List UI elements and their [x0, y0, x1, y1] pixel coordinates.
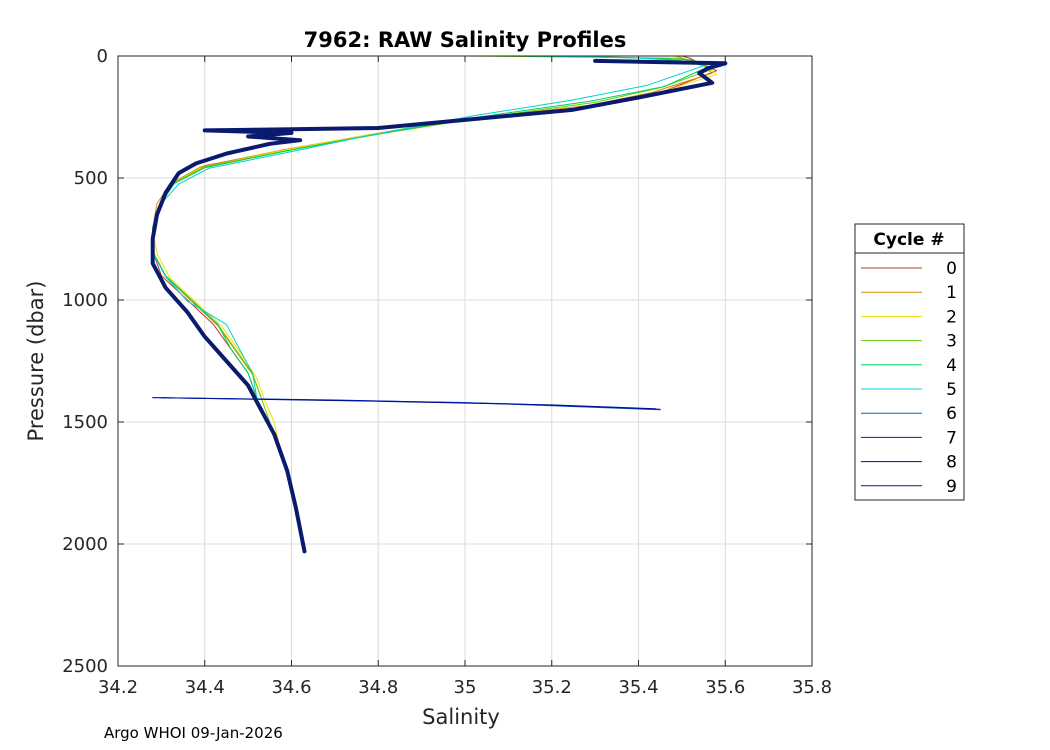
x-tick-label: 35 — [454, 677, 477, 698]
y-axis-ticks: 0 500 1000 1500 2000 2500 — [62, 46, 812, 677]
x-axis-label: Salinity — [422, 705, 500, 729]
legend-label-cycle-0: 0 — [946, 259, 957, 279]
x-tick-label: 34.2 — [98, 677, 138, 698]
y-tick-label: 2500 — [62, 656, 108, 677]
x-tick-label: 34.8 — [358, 677, 398, 698]
series-line-cycle-9 — [150, 58, 728, 554]
x-tick-label: 34.4 — [185, 677, 225, 698]
legend-label-cycle-6: 6 — [946, 404, 957, 424]
legend-label-cycle-5: 5 — [946, 380, 957, 400]
x-tick-label: 35.6 — [705, 677, 745, 698]
x-tick-label: 35.2 — [532, 677, 572, 698]
y-tick-label: 2000 — [62, 534, 108, 555]
legend-label-cycle-3: 3 — [946, 332, 957, 352]
x-tick-label: 35.4 — [618, 677, 658, 698]
y-tick-label: 500 — [74, 168, 108, 189]
x-tick-label: 35.8 — [792, 677, 832, 698]
legend: Cycle # 0 1 2 3 4 5 6 7 8 9 — [854, 223, 965, 501]
chart-title: 7962: RAW Salinity Profiles — [304, 28, 627, 52]
legend-label-cycle-8: 8 — [946, 453, 957, 473]
series-line-cycle-8 — [160, 397, 657, 410]
y-tick-label: 0 — [97, 46, 108, 67]
x-axis-ticks: 34.2 34.4 34.6 34.8 35 35.2 35.4 35.6 35.8 — [98, 56, 832, 698]
series-layer — [150, 55, 728, 554]
legend-label-cycle-4: 4 — [946, 356, 957, 376]
legend-title: Cycle # — [873, 230, 944, 250]
legend-label-cycle-7: 7 — [946, 428, 957, 448]
legend-items: 0 1 2 3 4 5 6 7 8 9 — [861, 259, 957, 497]
legend-label-cycle-2: 2 — [946, 307, 957, 327]
legend-label-cycle-9: 9 — [946, 477, 957, 497]
y-tick-label: 1500 — [62, 412, 108, 433]
y-axis-label: Pressure (dbar) — [24, 281, 48, 442]
legend-label-cycle-1: 1 — [946, 283, 957, 303]
series-line-cycle-5 — [152, 55, 705, 399]
legend-box — [854, 223, 965, 501]
footer-credit: Argo WHOI 09-Jan-2026 — [104, 724, 283, 742]
x-tick-label: 34.6 — [271, 677, 311, 698]
y-tick-label: 1000 — [62, 290, 108, 311]
